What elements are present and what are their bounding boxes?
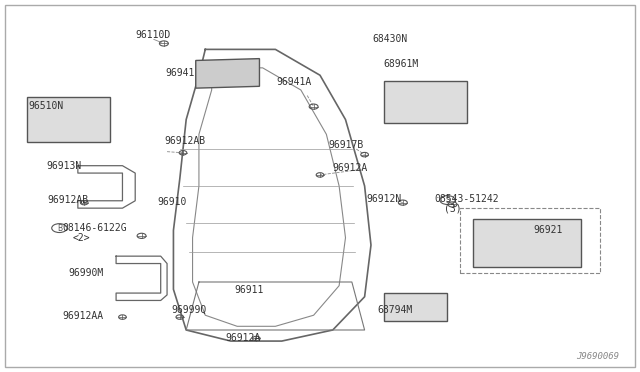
FancyBboxPatch shape [473, 219, 581, 267]
Polygon shape [196, 59, 259, 88]
Text: 96913N: 96913N [46, 161, 81, 171]
Text: 96912A: 96912A [333, 163, 368, 173]
Bar [460, 208, 600, 273]
Text: S: S [445, 196, 450, 205]
Text: 96110D: 96110D [135, 30, 170, 40]
Text: 96921: 96921 [534, 225, 563, 235]
Text: B: B [57, 224, 62, 232]
Text: 68794M: 68794M [378, 305, 413, 315]
Text: 08543-51242: 08543-51242 [435, 194, 499, 204]
Text: 96912AA: 96912AA [62, 311, 103, 321]
Text: 96912AB: 96912AB [47, 195, 88, 205]
Text: 96910: 96910 [157, 196, 187, 206]
Text: 96917B: 96917B [328, 140, 364, 150]
Text: 08146-6122G: 08146-6122G [62, 224, 127, 234]
Text: (3): (3) [444, 203, 462, 213]
Text: 96912A: 96912A [226, 333, 261, 343]
FancyBboxPatch shape [384, 293, 447, 321]
Text: 96510N: 96510N [28, 100, 63, 110]
Text: 96912N: 96912N [367, 194, 402, 204]
Text: 68961M: 68961M [384, 59, 419, 69]
Text: 96911: 96911 [235, 285, 264, 295]
FancyBboxPatch shape [384, 81, 467, 123]
Text: 96990M: 96990M [68, 268, 104, 278]
Text: 96941: 96941 [166, 68, 195, 78]
Text: 96912AB: 96912AB [164, 135, 205, 145]
Text: J9690069: J9690069 [577, 352, 620, 361]
Text: 68430N: 68430N [372, 34, 408, 44]
Text: 96941A: 96941A [276, 77, 312, 87]
Text: 96999Q: 96999Q [172, 305, 207, 315]
FancyBboxPatch shape [27, 97, 109, 142]
Text: <2>: <2> [73, 233, 90, 243]
